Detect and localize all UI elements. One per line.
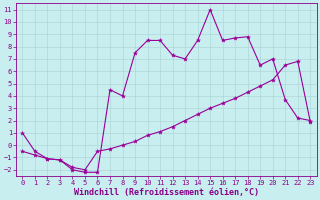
X-axis label: Windchill (Refroidissement éolien,°C): Windchill (Refroidissement éolien,°C)	[74, 188, 259, 197]
